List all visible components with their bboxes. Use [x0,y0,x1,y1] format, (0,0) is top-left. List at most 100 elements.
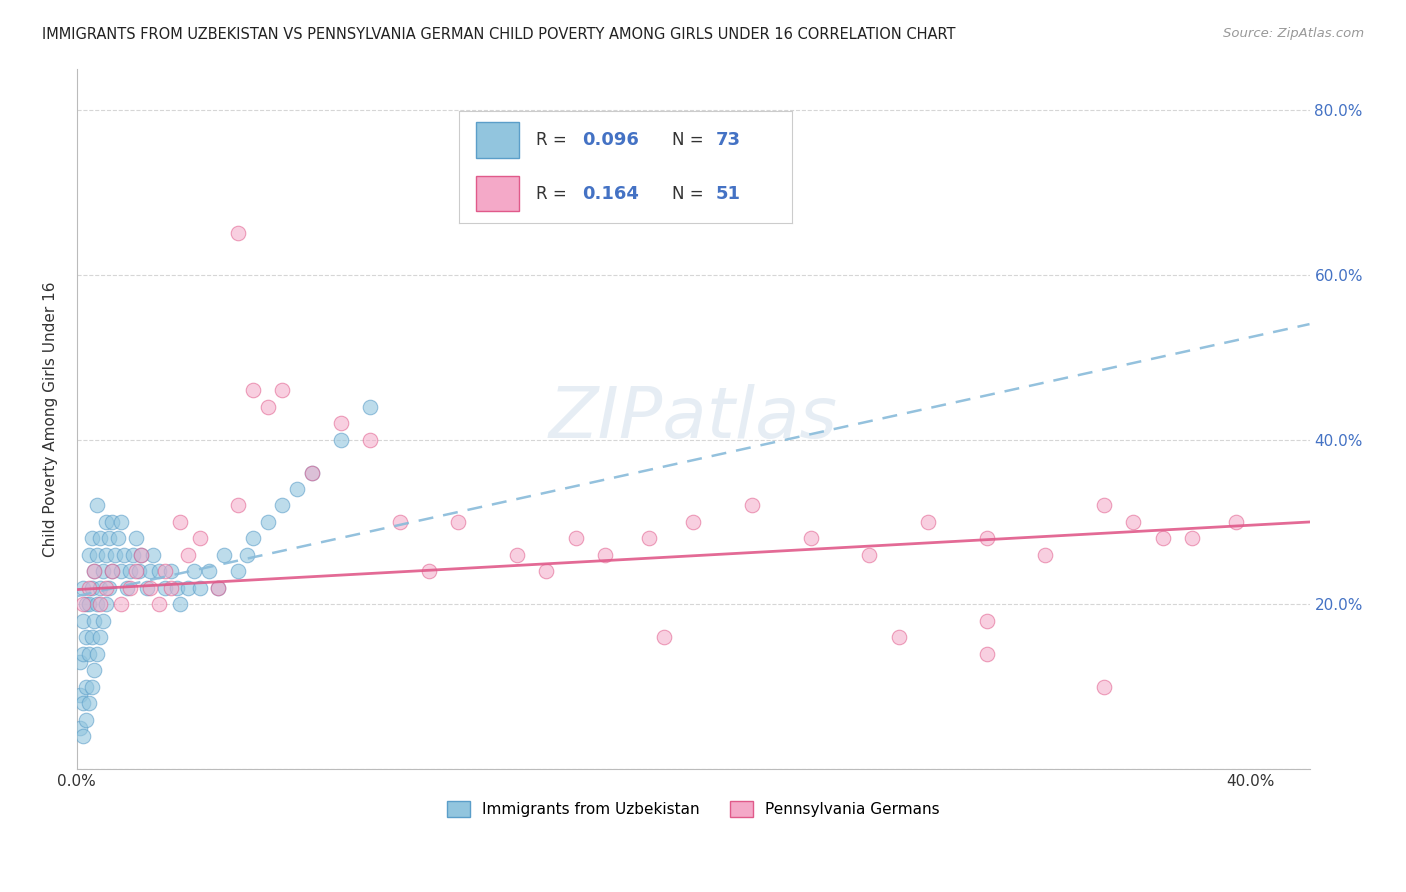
Point [330,433,353,447]
Point [118,565,141,579]
Point [107,532,129,546]
Point [124,565,146,579]
Point [159,565,181,579]
Point [447,515,470,529]
Point [917,515,939,529]
Point [96,548,118,562]
Point [976,532,998,546]
Point [91,565,114,579]
Point [536,565,558,579]
Text: Source: ZipAtlas.com: Source: ZipAtlas.com [1223,27,1364,40]
Point [188,581,211,595]
Point [188,532,211,546]
Point [207,581,229,595]
Point [166,581,188,595]
Point [388,515,411,529]
Point [104,548,127,562]
Text: ZIPatlas: ZIPatlas [548,384,838,453]
Point [89,581,111,595]
Point [226,565,249,579]
Point [86,499,108,513]
Point [86,548,108,562]
Point [69,655,91,669]
Point [72,729,94,743]
Point [887,631,910,645]
Legend: Immigrants from Uzbekistan, Pennsylvania Germans: Immigrants from Uzbekistan, Pennsylvania… [439,794,948,825]
Point [226,227,249,241]
Point [159,581,181,595]
Y-axis label: Child Poverty Among Girls Under 16: Child Poverty Among Girls Under 16 [44,281,58,557]
Point [110,565,132,579]
Point [226,499,249,513]
Point [101,565,124,579]
Point [207,581,229,595]
Point [83,565,105,579]
Point [110,515,132,529]
Point [682,515,704,529]
Point [1122,515,1144,529]
Point [131,548,153,562]
Point [301,466,323,480]
Point [1181,532,1204,546]
Point [858,548,880,562]
Point [741,499,763,513]
Point [80,631,103,645]
Point [118,581,141,595]
Point [183,565,205,579]
Point [83,614,105,628]
Point [148,565,170,579]
Point [153,565,176,579]
Point [359,400,381,414]
Point [301,466,323,480]
Point [142,548,165,562]
Point [80,532,103,546]
Point [69,721,91,735]
Point [131,548,153,562]
Point [593,548,616,562]
Point [77,548,100,562]
Point [77,598,100,612]
Point [72,697,94,711]
Point [72,614,94,628]
Point [86,647,108,661]
Point [1092,499,1115,513]
Point [153,581,176,595]
Point [169,598,191,612]
Point [1152,532,1174,546]
Point [72,581,94,595]
Point [72,647,94,661]
Point [128,565,150,579]
Point [506,548,529,562]
Point [75,631,97,645]
Point [112,548,135,562]
Point [1092,680,1115,694]
Point [177,581,200,595]
Point [77,697,100,711]
Point [89,598,111,612]
Point [86,598,108,612]
Point [256,400,278,414]
Point [75,713,97,727]
Point [800,532,823,546]
Point [652,631,675,645]
Text: IMMIGRANTS FROM UZBEKISTAN VS PENNSYLVANIA GERMAN CHILD POVERTY AMONG GIRLS UNDE: IMMIGRANTS FROM UZBEKISTAN VS PENNSYLVAN… [42,27,956,42]
Point [638,532,661,546]
Point [1225,515,1247,529]
Point [177,548,200,562]
Point [242,383,264,397]
Point [271,383,294,397]
Point [565,532,588,546]
Point [139,581,162,595]
Point [75,598,97,612]
Point [80,680,103,694]
Point [89,631,111,645]
Point [115,581,138,595]
Point [101,515,124,529]
Point [169,515,191,529]
Point [1035,548,1057,562]
Point [124,532,146,546]
Point [96,598,118,612]
Point [89,532,111,546]
Point [136,581,159,595]
Point [77,581,100,595]
